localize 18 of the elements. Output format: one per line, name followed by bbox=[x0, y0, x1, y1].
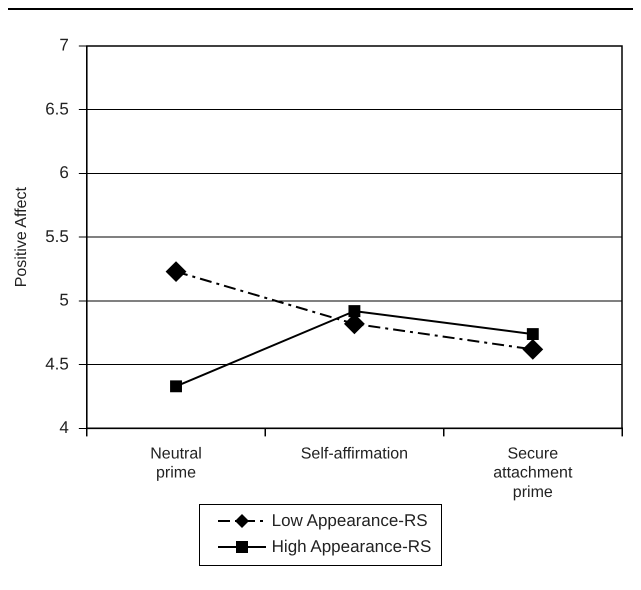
legend-label: High Appearance-RS bbox=[272, 537, 432, 557]
y-tick-label: 4.5 bbox=[45, 354, 69, 374]
legend-label: Low Appearance-RS bbox=[272, 511, 428, 531]
y-tick-label: 6 bbox=[59, 163, 69, 182]
point bbox=[166, 262, 186, 282]
y-axis-title: Positive Affect bbox=[13, 186, 30, 288]
y-tick-label: 7 bbox=[59, 36, 69, 55]
point bbox=[526, 328, 539, 340]
x-tick-label: Neutral prime bbox=[150, 445, 202, 482]
point bbox=[348, 305, 360, 318]
point bbox=[170, 380, 182, 392]
y-tick-label: 5.5 bbox=[45, 226, 69, 246]
x-tick-label: Self-affirmation bbox=[300, 445, 408, 462]
x-tick-label: Secure attachment prime bbox=[493, 445, 573, 501]
point bbox=[522, 339, 543, 360]
y-tick-label: 5 bbox=[59, 290, 69, 310]
y-tick-label: 4 bbox=[59, 418, 69, 438]
y-tick-label: 6.5 bbox=[45, 99, 69, 118]
